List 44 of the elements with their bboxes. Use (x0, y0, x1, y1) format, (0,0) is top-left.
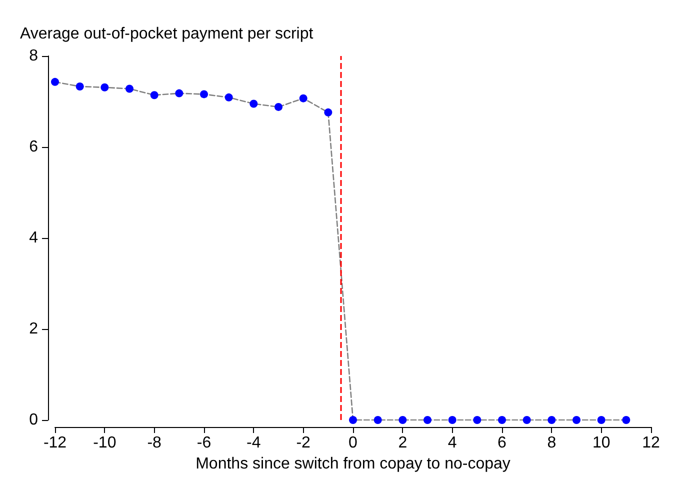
point (200, 90, 208, 98)
point (100, 83, 109, 92)
point (126, 84, 134, 93)
x-tick-label: 12 (642, 434, 660, 452)
point (175, 89, 184, 98)
x-tick-label: 6 (498, 434, 507, 452)
x-tick-label: -8 (147, 434, 162, 452)
x-tick-label: 0 (348, 434, 358, 452)
x-tick-label: 4 (448, 434, 457, 452)
point (398, 416, 407, 424)
x-tick-label: -6 (196, 434, 212, 452)
y-tick-label: 0 (29, 412, 38, 428)
x-axis-title: Months since switch from copay to no-copay (196, 455, 510, 472)
point (374, 416, 382, 424)
y-tick-label: 4 (29, 230, 38, 246)
y-tick-label: 8 (29, 48, 38, 64)
point (76, 82, 84, 90)
point (224, 93, 233, 102)
point (274, 102, 282, 111)
x-tick-label: 8 (547, 434, 556, 452)
point (473, 416, 482, 424)
x-tick-label: -10 (93, 434, 116, 452)
x-tick-label: -12 (43, 434, 67, 452)
point (622, 416, 630, 424)
point (548, 416, 556, 424)
point (448, 416, 456, 424)
x-tick-label: -2 (296, 434, 311, 452)
y-tick-label: 2 (29, 320, 38, 338)
point (51, 78, 59, 86)
x-tick-label: 10 (592, 434, 610, 452)
point (498, 416, 506, 424)
y-axis-title: Average out-of-pocket payment per script (20, 26, 314, 42)
point (349, 416, 357, 424)
y-tick-label: 6 (29, 138, 38, 156)
point (522, 416, 531, 424)
point (572, 416, 580, 424)
x-tick-label: -4 (246, 434, 261, 452)
point (424, 416, 432, 424)
point (597, 416, 606, 424)
point (250, 100, 258, 108)
point (299, 94, 308, 102)
point (324, 108, 332, 116)
point (150, 91, 158, 100)
x-tick-label: 2 (398, 434, 408, 452)
